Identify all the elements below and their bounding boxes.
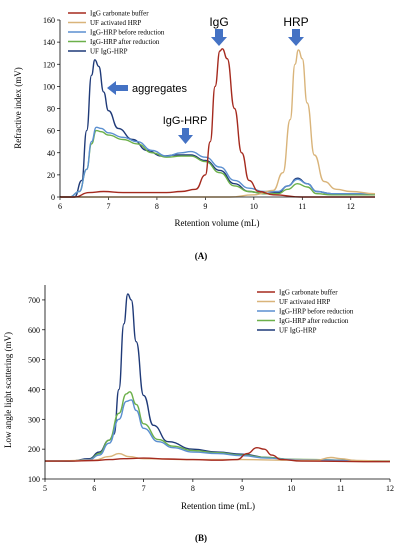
chart-b-legend-label: IgG-HRP before reduction	[279, 308, 354, 316]
chart-a-y-tick-label: 120	[43, 60, 55, 69]
chart-a-x-tick-label: 8	[155, 202, 159, 211]
chart-b-series-igg-hrp-after-reduction	[45, 391, 391, 462]
chart-a-series-uf-activated-hrp	[60, 49, 376, 198]
chart-b-x-tick-label: 12	[386, 484, 394, 493]
chart-a-y-tick-label: 60	[47, 127, 55, 136]
arrow-igg-icon	[211, 29, 227, 46]
annotation-igg: IgG	[209, 15, 228, 29]
arrow-igg-hrp-icon	[178, 128, 193, 144]
chart-b-x-tick-label: 7	[142, 484, 146, 493]
annotation-hrp: HRP	[283, 15, 308, 29]
arrow-aggregates-icon	[107, 81, 128, 95]
chart-a-series-igg-hrp-after-reduction	[60, 129, 375, 198]
chart-a-y-tick-label: 160	[43, 16, 55, 25]
chart-a-legend-label: UF activated HRP	[90, 19, 141, 27]
chart-b-legend-label: UF activated HRP	[279, 298, 330, 306]
chart-b: 5 6 7 8 9 10 11 12 100 200 300 400 500 600 700 Retenti…	[3, 285, 394, 543]
chart-a-x-tick-label: 6	[58, 202, 62, 211]
chart-b-xlabel: Retention time (mL)	[181, 501, 255, 511]
chart-a-series-uf-igg-hrp	[60, 59, 375, 198]
annotation-aggregates: aggregates	[132, 83, 188, 95]
chart-a-legend-label: IgG carbonate buffer	[90, 10, 149, 18]
chart-b-y-tick-label: 600	[28, 326, 40, 335]
chart-b-x-tick-label: 5	[43, 484, 47, 493]
chart-b-legend-label: IgG carbonate buffer	[279, 289, 338, 297]
chart-a-y-tick-label: 20	[47, 171, 55, 180]
chart-b-ylabel: Low angle light scattering (mV)	[3, 332, 13, 448]
chart-a-panel-label: (A)	[195, 251, 208, 261]
chart-b-y-tick-label: 100	[28, 475, 40, 484]
chart-b-panel-label: (B)	[195, 533, 207, 543]
chart-a-series-igg-carbonate-buffer	[60, 48, 375, 198]
arrow-hrp-icon	[288, 29, 304, 46]
chart-b-x-tick-label: 8	[191, 484, 195, 493]
chart-a-y-tick-label: 80	[47, 105, 55, 114]
chart-b-x-tick-label: 6	[92, 484, 96, 493]
chart-a-x-tick-label: 9	[203, 202, 207, 211]
chart-a-y-tick-label: 40	[47, 149, 55, 158]
chart-b-series-igg-carbonate-buffer	[45, 447, 391, 463]
chart-a-series-igg-hrp-before-reduction	[60, 126, 375, 198]
chart-a-x-tick-label: 12	[347, 202, 355, 211]
annotation-igg-hrp: IgG-HRP	[163, 115, 208, 127]
chart-b-y-tick-label: 400	[28, 385, 40, 394]
chart-a-legend-label: IgG-HRP before reduction	[90, 29, 165, 37]
chart-a-y-tick-label: 0	[51, 193, 55, 202]
chart-b-y-tick-label: 200	[28, 445, 40, 454]
chart-a-y-tick-label: 100	[43, 82, 55, 91]
chart-a-xlabel: Retention volume (mL)	[175, 218, 260, 228]
chart-b-legend-label: IgG-HRP after reduction	[279, 317, 349, 325]
chart-b-series-igg-hrp-before-reduction	[45, 399, 391, 462]
chart-b-y-tick-label: 500	[28, 356, 40, 365]
chart-b-x-tick-label: 11	[337, 484, 345, 493]
chart-a-legend-label: UF IgG-HRP	[90, 48, 128, 56]
chart-b-y-tick-label: 300	[28, 415, 40, 424]
chart-b-legend-label: UF IgG-HRP	[279, 327, 317, 335]
chart-a-ylabel: Refractive index (mV)	[13, 67, 23, 148]
chart-a-y-tick-label: 140	[43, 38, 55, 47]
chart-b-series-uf-igg-hrp	[45, 293, 391, 462]
chart-a-legend-label: IgG-HRP after reduction	[90, 38, 160, 46]
chart-b-x-tick-label: 10	[287, 484, 295, 493]
chart-a-x-tick-label: 7	[106, 202, 110, 211]
chart-b-y-tick-label: 700	[28, 296, 40, 305]
chart-a-x-tick-label: 10	[250, 202, 258, 211]
chart-b-x-tick-label: 9	[240, 484, 244, 493]
chart-a-x-tick-label: 11	[298, 202, 306, 211]
